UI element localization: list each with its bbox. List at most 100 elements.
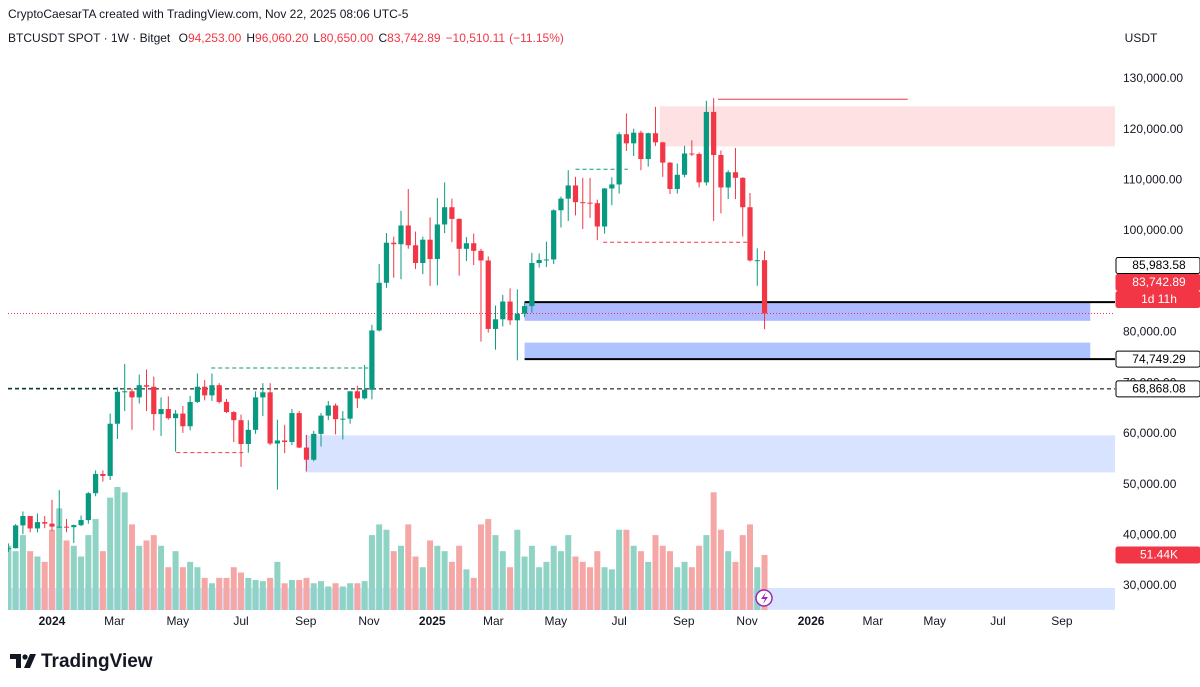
countdown-box bbox=[1115, 290, 1200, 308]
logo-part bbox=[10, 654, 21, 668]
candle-body bbox=[456, 218, 462, 249]
volume-bar bbox=[245, 577, 252, 610]
candle-body bbox=[8, 548, 11, 550]
candle-body bbox=[391, 242, 397, 245]
volume-bar bbox=[70, 545, 77, 610]
candle-body bbox=[478, 250, 484, 261]
volume-bar bbox=[274, 561, 281, 610]
candle-body bbox=[689, 153, 695, 155]
volume-bar bbox=[12, 551, 19, 610]
volume-bar bbox=[128, 524, 135, 610]
zone bbox=[305, 435, 1115, 473]
level-label: 68,868.08 bbox=[1132, 382, 1186, 396]
y-tick-label: 80,000.00 bbox=[1123, 325, 1177, 339]
candle-body bbox=[93, 473, 99, 494]
candle-body bbox=[347, 391, 353, 419]
candle-body bbox=[667, 162, 673, 189]
volume-bar bbox=[252, 580, 259, 610]
candle-body bbox=[223, 401, 230, 413]
volume-bar bbox=[536, 567, 543, 610]
volume-bar bbox=[448, 561, 455, 610]
x-tick-label: Sep bbox=[1051, 614, 1073, 628]
candle-body bbox=[107, 423, 113, 476]
volume-bar bbox=[761, 554, 768, 610]
x-tick-label: Nov bbox=[358, 614, 379, 628]
candle-body bbox=[165, 409, 171, 419]
volume-bar bbox=[56, 508, 63, 610]
candle-body bbox=[209, 385, 215, 396]
volume-bar bbox=[354, 583, 361, 610]
volume-bar bbox=[143, 540, 150, 610]
x-tick-label: Sep bbox=[673, 614, 695, 628]
candle-body bbox=[652, 133, 659, 143]
volume-bar bbox=[419, 567, 426, 610]
attribution: CryptoCaesarTA created with TradingView.… bbox=[8, 7, 409, 21]
candle-body bbox=[718, 155, 724, 188]
candle-body bbox=[492, 319, 499, 329]
volume-bar bbox=[136, 545, 143, 610]
candle-body bbox=[580, 202, 586, 204]
candle-body bbox=[638, 132, 644, 160]
x-tick-label: Jul bbox=[990, 614, 1005, 628]
logo-icon bbox=[10, 654, 36, 668]
last-volume-label-box bbox=[1115, 546, 1200, 564]
candle-body bbox=[20, 516, 26, 526]
candle-body bbox=[747, 207, 753, 261]
zone bbox=[524, 302, 1091, 321]
change: −10,510.11 bbox=[445, 31, 506, 45]
x-tick-label: Jul bbox=[611, 614, 626, 628]
volume-bar bbox=[543, 561, 550, 610]
candle-body bbox=[122, 391, 128, 393]
ohlc-value: 80,650.00 bbox=[320, 31, 374, 45]
volume-bar bbox=[208, 583, 215, 610]
candle-body bbox=[500, 301, 506, 320]
brand: TradingView bbox=[41, 651, 153, 672]
volume-bar bbox=[332, 583, 339, 610]
candle-body bbox=[282, 440, 288, 442]
candle-body bbox=[78, 520, 84, 526]
ohlc-value: 83,742.89 bbox=[387, 31, 441, 45]
volume-bar bbox=[158, 545, 165, 610]
volume-bar bbox=[696, 545, 703, 610]
volume-bar bbox=[172, 551, 179, 610]
volume-bar bbox=[85, 535, 92, 610]
volume-bar bbox=[8, 545, 12, 610]
candle-body bbox=[325, 405, 331, 416]
volume-bar bbox=[492, 535, 499, 610]
x-tick-label: 2025 bbox=[419, 614, 446, 628]
volume-bar bbox=[681, 561, 688, 610]
replay-icon bbox=[755, 589, 773, 607]
y-tick-label: 100,000.00 bbox=[1123, 223, 1183, 237]
volume-bar bbox=[216, 577, 223, 610]
volume-bar bbox=[347, 583, 354, 610]
plot-area bbox=[8, 98, 1115, 610]
ohlc-key: O bbox=[178, 31, 188, 45]
volume-bar bbox=[659, 545, 666, 610]
symbol-legend: BTCUSDT SPOT · 1W · Bitget O94,253.00 H96… bbox=[8, 31, 564, 45]
volume-bar bbox=[572, 556, 579, 610]
volume-bar bbox=[565, 535, 572, 610]
candle-body bbox=[761, 260, 768, 314]
x-tick-label: May bbox=[545, 614, 568, 628]
volume-bar bbox=[92, 519, 99, 610]
x-tick-label: Mar bbox=[104, 614, 125, 628]
x-tick-label: Nov bbox=[736, 614, 757, 628]
candle-body bbox=[187, 401, 193, 427]
x-tick-label: Jul bbox=[233, 614, 248, 628]
volume-bar bbox=[434, 545, 441, 610]
x-tick-label: May bbox=[923, 614, 946, 628]
countdown: 1d 11h bbox=[1141, 292, 1177, 306]
volume-bar bbox=[441, 551, 448, 610]
volume-bar bbox=[412, 556, 419, 610]
y-tick-label: 30,000.00 bbox=[1123, 578, 1177, 592]
candle-body bbox=[303, 447, 310, 460]
volume-bar bbox=[114, 486, 121, 610]
volume-bar bbox=[34, 556, 41, 610]
volume-bar bbox=[41, 561, 48, 610]
y-tick-label: 130,000.00 bbox=[1123, 71, 1183, 85]
candle-body bbox=[34, 522, 41, 529]
volume-bar bbox=[179, 567, 186, 610]
candle-body bbox=[100, 473, 106, 476]
